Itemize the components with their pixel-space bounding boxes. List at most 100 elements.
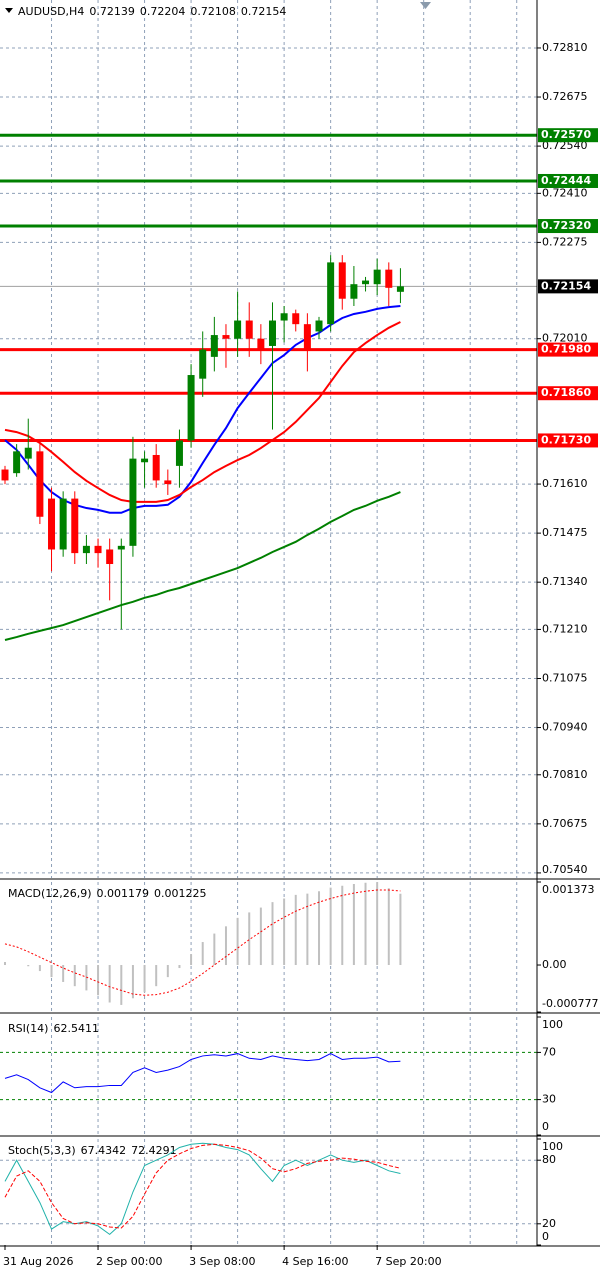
candle-body (292, 313, 300, 325)
panel-header: Stoch(5,3,3) 67.4342 72.4291 (8, 1144, 177, 1157)
x-tick-label: 7 Sep 20:00 (375, 1255, 441, 1268)
y-tick-label: 0.72410 (542, 186, 588, 199)
candle-body (210, 335, 218, 357)
candle-body (373, 269, 381, 285)
y-tick-label: 0.71340 (542, 575, 588, 588)
header-value: 0.72139 (89, 5, 135, 18)
candle-body (315, 320, 323, 332)
header-value: 0.72108 (190, 5, 236, 18)
panel-header: RSI(14) 62.5411 (8, 1022, 99, 1035)
y-tick-label: -0.000777 (542, 997, 598, 1010)
y-tick-label: 0.72275 (542, 235, 588, 248)
candle-body (129, 458, 137, 546)
current-price-label: 0.72154 (541, 279, 591, 292)
y-tick-label: 0.71475 (542, 526, 588, 539)
y-tick-label: 30 (542, 1093, 556, 1106)
candle-body (13, 451, 21, 474)
y-tick-label: 0.00 (542, 958, 567, 971)
menu-arrow[interactable] (5, 8, 13, 13)
indicator-line (4, 889, 401, 996)
candle-body (117, 545, 125, 550)
candle-body (257, 338, 265, 350)
candle-body (24, 447, 32, 459)
candle-body (350, 284, 358, 299)
candle-body (82, 545, 90, 554)
level-label-box (538, 386, 598, 401)
indicator-line (4, 321, 401, 503)
indicator-line (4, 304, 401, 514)
candle-body (199, 349, 207, 379)
indicator-name: RSI(14) (8, 1022, 48, 1035)
y-tick-label: 0.70540 (542, 863, 588, 876)
y-tick-label: 0.72540 (542, 139, 588, 152)
level-label-box (538, 173, 598, 188)
indicator-name: MACD(12,26,9) (8, 887, 92, 900)
indicator-line (4, 1143, 401, 1229)
candle-body (338, 262, 346, 299)
level-label: 0.71860 (541, 386, 591, 399)
candle-body (362, 280, 370, 285)
level-label-box (538, 128, 598, 143)
y-tick-label: 80 (542, 1153, 556, 1166)
header-value: 67.4342 (81, 1144, 127, 1157)
y-tick-label: 20 (542, 1217, 556, 1230)
y-tick-label: 0 (542, 1120, 549, 1133)
candle-body (48, 498, 56, 550)
y-tick-label: 0.72810 (542, 41, 588, 54)
level-label: 0.72570 (541, 128, 591, 141)
y-tick-label: 100 (542, 1018, 563, 1031)
y-tick-label: 100 (542, 1140, 563, 1153)
candle-body (303, 324, 311, 350)
candle-body (59, 498, 67, 550)
header-value: 0.72204 (140, 5, 186, 18)
panel-header: MACD(12,26,9) 0.001179 0.001225 (8, 887, 207, 900)
candle-body (222, 335, 230, 339)
header-value: 0.001179 (97, 887, 150, 900)
candle-body (385, 269, 393, 288)
y-tick-label: 0.72010 (542, 332, 588, 345)
candle-body (280, 313, 288, 321)
candle-body (141, 458, 149, 463)
y-tick-label: 0.72675 (542, 90, 588, 103)
y-tick-label: 0 (542, 1230, 549, 1243)
y-tick-label: 0.71610 (542, 477, 588, 490)
y-tick-label: 0.001373 (542, 883, 595, 896)
panel-header: AUDUSD,H4 0.72139 0.72204 0.72108 0.72154 (18, 5, 286, 18)
level-label: 0.72444 (541, 174, 591, 187)
candle-body (1, 469, 9, 481)
indicator-line (4, 491, 401, 641)
header-value: 0.001225 (154, 887, 207, 900)
current-price-box (538, 279, 598, 294)
candle-body (396, 286, 404, 292)
level-label-box (538, 219, 598, 234)
shift-marker[interactable] (420, 2, 431, 9)
candle-body (327, 262, 335, 325)
candle-body (36, 451, 44, 517)
y-tick-label: 70 (542, 1045, 556, 1058)
header-value: 62.5411 (53, 1022, 99, 1035)
indicator-line (4, 1053, 401, 1094)
level-label: 0.71730 (541, 433, 591, 446)
candle-body (152, 454, 160, 481)
candle-body (245, 320, 253, 339)
y-tick-label: 0.70810 (542, 768, 588, 781)
candle-body (106, 549, 114, 565)
x-tick-label: 4 Sep 16:00 (282, 1255, 348, 1268)
candle-body (234, 320, 242, 339)
candle-body (71, 498, 79, 554)
level-label-box (538, 433, 598, 448)
y-tick-label: 0.71210 (542, 622, 588, 635)
level-label: 0.71980 (541, 343, 591, 356)
indicator-name: Stoch(5,3,3) (8, 1144, 76, 1157)
indicator-line (4, 1142, 401, 1236)
candle-body (164, 480, 172, 485)
candle-body (175, 440, 183, 466)
x-tick-label: 3 Sep 08:00 (189, 1255, 255, 1268)
indicator-name: AUDUSD,H4 (18, 5, 84, 18)
candle-body (94, 545, 102, 554)
y-tick-label: 0.70675 (542, 817, 588, 830)
candle-body (187, 375, 195, 441)
x-tick-label: 2 Sep 00:00 (96, 1255, 162, 1268)
